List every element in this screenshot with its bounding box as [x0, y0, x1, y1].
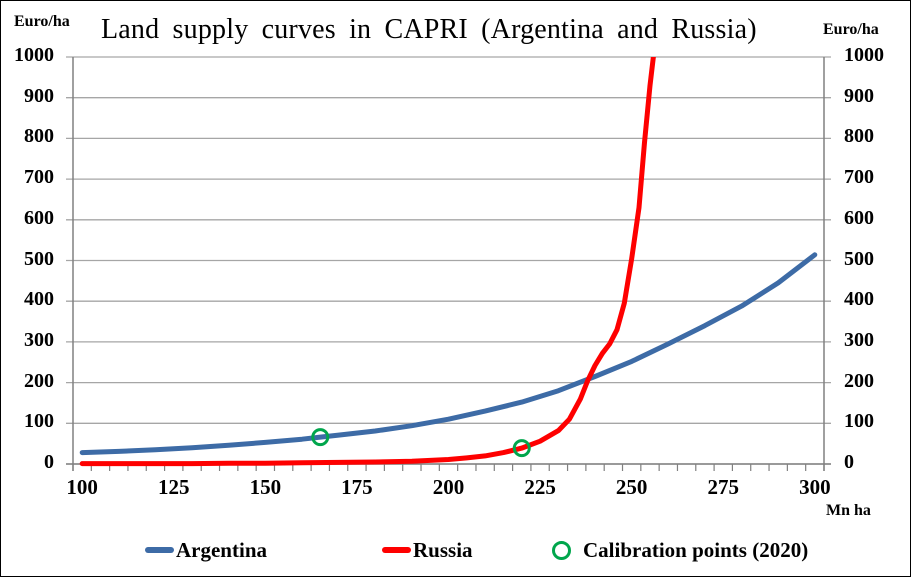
argentina-line-swatch — [145, 547, 174, 553]
y-tick-label-right-200: 200 — [844, 369, 874, 392]
y-tick-label-right-0: 0 — [844, 451, 854, 473]
y-tick-label-right-400: 400 — [844, 288, 874, 311]
x-axis-unit: Mn ha — [826, 502, 871, 519]
calibration-ring-icon — [552, 540, 571, 560]
y-tick-label-left-800: 800 — [24, 125, 54, 148]
y-tick-label-left-500: 500 — [24, 247, 54, 270]
x-tick-label-225: 225 — [524, 475, 556, 499]
y-axis-unit-left: Euro/ha — [14, 13, 70, 30]
y-tick-label-left-1000: 1000 — [14, 44, 54, 66]
calibration-point — [311, 428, 330, 447]
y-tick-label-right-700: 700 — [844, 166, 874, 189]
legend-label-russia: Russia — [413, 537, 473, 562]
y-tick-label-right-500: 500 — [844, 247, 874, 270]
x-tick-label-175: 175 — [341, 475, 373, 499]
y-tick-label-right-300: 300 — [844, 328, 874, 351]
y-tick-label-right-600: 600 — [844, 206, 874, 229]
x-tick-label-300: 300 — [799, 475, 831, 499]
y-tick-label-left-200: 200 — [24, 369, 54, 392]
x-tick-label-200: 200 — [432, 475, 465, 499]
y-tick-label-left-400: 400 — [24, 288, 54, 311]
x-tick-label-100: 100 — [66, 475, 98, 499]
legend-label-calibration: Calibration points (2020) — [583, 537, 809, 562]
legend-item-russia: Russia — [382, 535, 473, 565]
y-tick-label-right-800: 800 — [844, 125, 874, 148]
y-tick-label-right-900: 900 — [844, 84, 874, 107]
calibration-point — [512, 439, 531, 458]
argentina-line — [79, 252, 818, 456]
y-tick-label-right-1000: 1000 — [844, 44, 884, 66]
y-axis-unit-right: Euro/ha — [823, 21, 879, 38]
russia-line — [79, 57, 656, 467]
y-tick-label-left-700: 700 — [24, 166, 54, 189]
chart-title: Land supply curves in CAPRI (Argentina a… — [101, 14, 757, 45]
legend-item-argentina: Argentina — [145, 535, 267, 565]
x-tick-label-275: 275 — [707, 475, 740, 499]
x-tick-label-250: 250 — [615, 475, 648, 499]
y-tick-label-right-100: 100 — [844, 410, 874, 433]
russia-line-swatch — [382, 547, 411, 553]
x-tick-label-125: 125 — [157, 475, 190, 499]
y-tick-label-left-300: 300 — [24, 328, 54, 351]
y-tick-label-left-0: 0 — [44, 451, 54, 473]
y-tick-label-left-100: 100 — [24, 410, 54, 433]
y-tick-label-left-900: 900 — [24, 84, 54, 107]
y-tick-label-left-600: 600 — [24, 206, 54, 229]
legend-item-calibration-points: Calibration points (2020) — [552, 535, 808, 565]
legend-label-argentina: Argentina — [176, 537, 267, 562]
x-tick-label-150: 150 — [249, 475, 282, 499]
